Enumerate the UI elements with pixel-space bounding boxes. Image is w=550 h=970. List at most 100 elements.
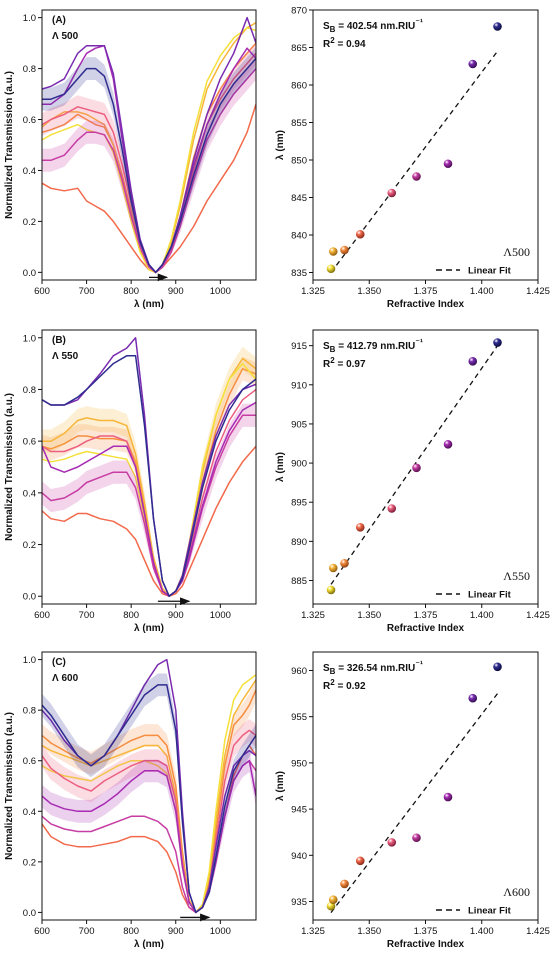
y-axis-label: λ (nm) (275, 130, 286, 160)
sensitivity-exponent: ⁻¹ (415, 659, 423, 669)
r-squared-superscript: 2 (330, 356, 335, 365)
sensitivity-panel: 1.325 1.350 1.375 1.400 1.425 835 840 845 850 855… (275, 6, 550, 311)
r-squared-value: = 0.94 (335, 39, 366, 50)
sensitivity-exponent: ⁻¹ (415, 17, 423, 27)
data-point (387, 504, 397, 513)
period-label: Λ500 (503, 245, 530, 259)
fit-line (330, 50, 499, 273)
error-band (42, 678, 256, 913)
sensitivity-symbol: S (323, 21, 330, 32)
series-line (42, 355, 256, 597)
y-axis-label: Normalized Transmission (a.u.) (4, 712, 15, 860)
r-squared-symbol: R (323, 39, 331, 50)
data-point (493, 22, 502, 31)
period-label: Λ550 (503, 569, 530, 583)
data-point (468, 693, 478, 703)
y-tick-label: 840 (291, 231, 307, 242)
x-axis-label: Refractive Index (387, 299, 465, 310)
y-tick-label: 945 (291, 805, 307, 816)
y-tick-label: 955 (291, 712, 307, 723)
sensitivity-exponent: ⁻¹ (415, 337, 423, 347)
x-axis-label: Refractive Index (387, 623, 465, 634)
spectrum-panel: 600 700 800 900 1000 0.0 0.2 0.4 0.6 0.8 1.0 λ (nm)… (4, 9, 257, 310)
period-label: Λ 550 (52, 351, 79, 362)
plot-area (42, 16, 256, 274)
x-tick-label: 1000 (210, 610, 231, 621)
data-point (340, 879, 349, 889)
y-tick-label: 0.4 (23, 166, 36, 177)
r-squared-label: R2 = 0.92 (323, 678, 366, 692)
y-tick-label: 870 (291, 6, 307, 17)
series-line (42, 729, 256, 914)
data-point (443, 792, 453, 802)
error-band (42, 719, 256, 913)
plot-frame (41, 651, 257, 921)
data-point (355, 522, 365, 532)
y-tick-label: 940 (291, 851, 307, 862)
y-tick-label: 0.0 (23, 592, 36, 603)
data-point (387, 188, 397, 198)
y-tick-label: 0.0 (23, 908, 36, 919)
y-tick-label: 0.8 (23, 706, 36, 717)
x-tick-label: 1.400 (470, 286, 494, 297)
x-tick-label: 900 (168, 610, 184, 621)
y-tick-label: 860 (291, 81, 307, 92)
y-tick-label: 885 (291, 576, 307, 587)
x-tick-label: 1.425 (526, 610, 550, 621)
y-tick-label: 0.8 (23, 64, 36, 75)
data-point (355, 856, 365, 866)
x-tick-label: 1.325 (301, 286, 325, 297)
x-tick-label: 800 (123, 286, 139, 297)
y-tick-label: 960 (291, 666, 307, 677)
x-axis-label: λ (nm) (134, 623, 164, 634)
y-tick-label: 0.2 (23, 857, 36, 868)
x-tick-label: 1.425 (526, 926, 550, 937)
series-line (42, 103, 256, 274)
y-tick-label: 890 (291, 537, 307, 548)
y-tick-label: 850 (291, 156, 307, 167)
sensitivity-label: SB = 326.54 nm.RIU⁻¹ (323, 659, 423, 676)
data-point (443, 159, 453, 169)
panel-label: (B) (52, 335, 66, 346)
sensitivity-subscript: B (330, 667, 336, 676)
series-line (42, 679, 256, 914)
x-tick-label: 600 (34, 610, 50, 621)
error-band (42, 357, 256, 597)
x-tick-label: 1.400 (470, 610, 494, 621)
y-tick-label: 950 (291, 758, 307, 769)
data-point (340, 558, 349, 568)
y-tick-label: 1.0 (23, 655, 36, 666)
y-tick-label: 0.4 (23, 488, 36, 499)
r-squared-superscript: 2 (330, 36, 335, 45)
y-tick-label: 0.6 (23, 437, 36, 448)
panel-label: (A) (52, 15, 66, 26)
legend-label: Linear Fit (468, 266, 512, 277)
x-tick-label: 800 (123, 926, 139, 937)
x-tick-label: 600 (34, 926, 50, 937)
r-squared-superscript: 2 (330, 678, 335, 687)
sensitivity-value: = 402.54 nm.RIU (335, 21, 415, 32)
legend-label: Linear Fit (468, 906, 512, 917)
x-tick-label: 1.350 (357, 610, 381, 621)
data-point (340, 245, 349, 255)
x-tick-label: 1.325 (301, 610, 325, 621)
x-tick-label: 1.375 (414, 610, 438, 621)
sensitivity-symbol: S (323, 341, 330, 352)
x-tick-label: 1.375 (414, 926, 438, 937)
y-tick-label: 1.0 (23, 333, 36, 344)
panel-label: (C) (52, 657, 66, 668)
fit-line (330, 693, 499, 914)
x-tick-label: 1.325 (301, 926, 325, 937)
plot-frame (41, 329, 257, 605)
y-tick-label: 895 (291, 498, 307, 509)
x-tick-label: 1.425 (526, 286, 550, 297)
series-line (42, 684, 256, 914)
x-tick-label: 700 (79, 610, 95, 621)
data-point (326, 585, 336, 595)
y-tick-label: 0.6 (23, 756, 36, 767)
sensitivity-symbol: S (323, 663, 330, 674)
y-tick-label: 0.2 (23, 217, 36, 228)
data-point (355, 229, 365, 239)
y-axis-label: Normalized Transmission (a.u.) (4, 71, 15, 219)
